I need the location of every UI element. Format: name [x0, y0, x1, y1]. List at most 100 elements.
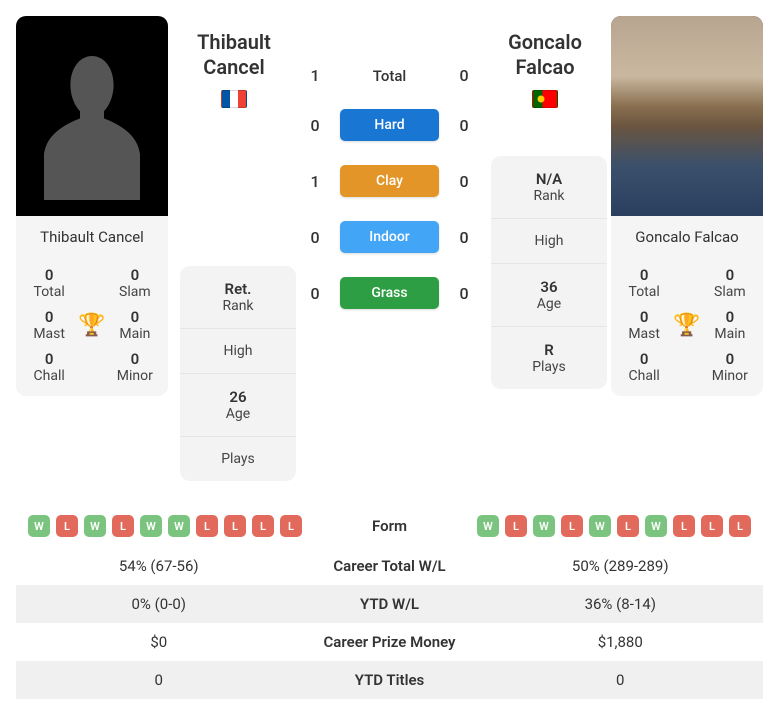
stat-label: Career Prize Money — [290, 633, 490, 651]
table-row: 54% (67-56)Career Total W/L50% (289-289) — [16, 547, 763, 585]
h2h-total-p1: 1 — [300, 66, 330, 85]
form-result: W — [140, 515, 162, 537]
form-result: W — [28, 515, 50, 537]
form-label: Form — [302, 517, 477, 535]
p2-minor-val: 0 — [701, 350, 759, 368]
h2h-total-p2: 0 — [449, 66, 479, 85]
stat-p2: 0 — [490, 671, 752, 689]
h2h-indoor-pill[interactable]: Indoor — [340, 221, 439, 253]
p1-total-lbl: Total — [20, 284, 78, 300]
p1-age-val: 26 — [186, 388, 290, 406]
player2-attrs: N/ARank High 36Age RPlays — [491, 156, 607, 389]
silhouette-icon — [32, 31, 152, 201]
form-result: W — [477, 515, 499, 537]
h2h-grass-p1: 0 — [300, 284, 330, 303]
form-result: L — [701, 515, 723, 537]
p2-total-val: 0 — [615, 266, 673, 284]
p1-minor-lbl: Minor — [106, 368, 164, 384]
p2-high-lbl: High — [497, 233, 601, 249]
player2-titles: 0Total 0Slam 0Mast 🏆 0Main 0Chall 0Minor — [611, 258, 763, 396]
h2h-indoor-row: 0 Indoor 0 — [300, 221, 479, 253]
p1-main-lbl: Main — [106, 326, 164, 342]
stat-label: Career Total W/L — [290, 557, 490, 575]
p1-chall-val: 0 — [20, 350, 78, 368]
table-row: 0% (0-0)YTD W/L36% (8-14) — [16, 585, 763, 623]
p2-total-lbl: Total — [615, 284, 673, 300]
stat-p1: 54% (67-56) — [28, 557, 290, 575]
p2-slam-lbl: Slam — [701, 284, 759, 300]
p2-mast-lbl: Mast — [615, 326, 673, 342]
h2h-grass-p2: 0 — [449, 284, 479, 303]
p2-rank-lbl: Rank — [497, 188, 601, 204]
form-result: W — [533, 515, 555, 537]
p2-main-val: 0 — [701, 308, 759, 326]
form-result: W — [168, 515, 190, 537]
p1-total-val: 0 — [20, 266, 78, 284]
h2h-grass-row: 0 Grass 0 — [300, 277, 479, 309]
player2-name-label: Goncalo Falcao — [611, 216, 763, 258]
form-result: L — [280, 515, 302, 537]
player1-attrs: Ret.Rank High 26Age Plays — [180, 266, 296, 481]
h2h-hard-row: 0 Hard 0 — [300, 109, 479, 141]
form-result: L — [252, 515, 274, 537]
table-row: $0Career Prize Money$1,880 — [16, 623, 763, 661]
p1-slam-val: 0 — [106, 266, 164, 284]
stat-label: YTD W/L — [290, 595, 490, 613]
player1-titles: 0Total 0Slam 0Mast 🏆 0Main 0Chall 0Minor — [16, 258, 168, 396]
p1-main-val: 0 — [106, 308, 164, 326]
player2-photo — [611, 16, 763, 216]
comparison-table: WLWLWWLLLL Form WLWLWLWLLL 54% (67-56)Ca… — [16, 505, 763, 699]
player2-form: WLWLWLWLLL — [477, 515, 751, 537]
player2-card: Goncalo Falcao 0Total 0Slam 0Mast 🏆 0Mai… — [611, 16, 763, 396]
h2h-indoor-p1: 0 — [300, 228, 330, 247]
form-row: WLWLWWLLLL Form WLWLWLWLLL — [16, 505, 763, 547]
portugal-flag-icon — [532, 90, 558, 108]
h2h-clay-p2: 0 — [449, 172, 479, 191]
p1-mast-lbl: Mast — [20, 326, 78, 342]
trophy-icon: 🏆 — [78, 313, 105, 338]
h2h-grass-pill[interactable]: Grass — [340, 277, 439, 309]
player1-first-name: Thibault — [197, 30, 271, 54]
h2h-clay-pill[interactable]: Clay — [340, 165, 439, 197]
stat-p2: 50% (289-289) — [490, 557, 752, 575]
h2h-clay-row: 1 Clay 0 — [300, 165, 479, 197]
p1-high-lbl: High — [186, 343, 290, 359]
p2-chall-val: 0 — [615, 350, 673, 368]
form-result: L — [561, 515, 583, 537]
h2h-clay-p1: 1 — [300, 172, 330, 191]
p1-rank-lbl: Rank — [186, 298, 290, 314]
player1-photo — [16, 16, 168, 216]
form-result: L — [617, 515, 639, 537]
h2h-total-label: Total — [340, 67, 439, 85]
p1-chall-lbl: Chall — [20, 368, 78, 384]
p2-chall-lbl: Chall — [615, 368, 673, 384]
p1-mast-val: 0 — [20, 308, 78, 326]
form-result: L — [505, 515, 527, 537]
stat-p1: $0 — [28, 633, 290, 651]
form-result: W — [589, 515, 611, 537]
table-row: 0YTD Titles0 — [16, 661, 763, 699]
player2-header: Goncalo Falcao N/ARank High 36Age RPlays — [491, 16, 599, 389]
p2-minor-lbl: Minor — [701, 368, 759, 384]
form-result: L — [196, 515, 218, 537]
p2-plays-lbl: Plays — [497, 359, 601, 375]
h2h-total-row: 1 Total 0 — [300, 66, 479, 85]
p1-minor-val: 0 — [106, 350, 164, 368]
p2-age-val: 36 — [497, 278, 601, 296]
form-result: W — [84, 515, 106, 537]
stat-p2: 36% (8-14) — [490, 595, 752, 613]
player1-last-name: Cancel — [203, 55, 264, 79]
p2-plays-val: R — [497, 341, 601, 359]
player1-form: WLWLWWLLLL — [28, 515, 302, 537]
player1-card: Thibault Cancel 0Total 0Slam 0Mast 🏆 0Ma… — [16, 16, 168, 396]
p1-age-lbl: Age — [186, 406, 290, 422]
h2h-hard-pill[interactable]: Hard — [340, 109, 439, 141]
stat-p1: 0% (0-0) — [28, 595, 290, 613]
france-flag-icon — [221, 90, 247, 108]
player2-last-name: Falcao — [515, 55, 574, 79]
player1-name-label: Thibault Cancel — [16, 216, 168, 258]
head-to-head-top: Thibault Cancel 0Total 0Slam 0Mast 🏆 0Ma… — [16, 16, 763, 481]
stat-label: YTD Titles — [290, 671, 490, 689]
p1-plays-lbl: Plays — [186, 451, 290, 467]
h2h-hard-p1: 0 — [300, 116, 330, 135]
